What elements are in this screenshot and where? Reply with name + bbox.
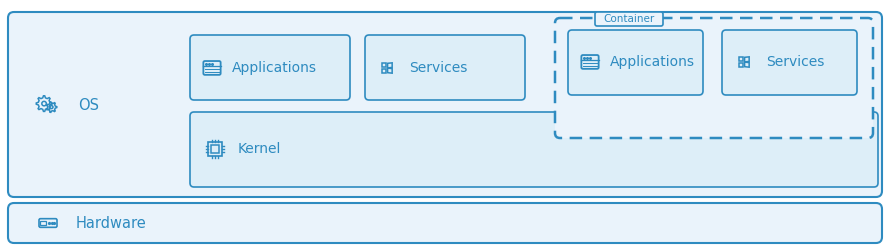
Text: Services: Services (766, 55, 824, 69)
FancyBboxPatch shape (8, 12, 882, 197)
FancyBboxPatch shape (190, 35, 350, 100)
Text: Container: Container (603, 14, 655, 24)
Text: Kernel: Kernel (238, 142, 281, 156)
FancyBboxPatch shape (595, 12, 663, 26)
Circle shape (42, 101, 46, 106)
FancyBboxPatch shape (190, 112, 878, 187)
Text: OS: OS (78, 98, 99, 112)
Circle shape (50, 106, 53, 109)
FancyBboxPatch shape (555, 18, 873, 138)
Bar (212, 145, 219, 153)
Text: Applications: Applications (610, 55, 695, 69)
FancyBboxPatch shape (722, 30, 857, 95)
Bar (208, 143, 222, 156)
FancyBboxPatch shape (365, 35, 525, 100)
Text: Hardware: Hardware (76, 215, 147, 230)
Text: Services: Services (409, 61, 467, 75)
Bar (40, 221, 46, 225)
FancyBboxPatch shape (568, 30, 703, 95)
FancyBboxPatch shape (8, 203, 882, 243)
Text: Applications: Applications (232, 61, 317, 75)
